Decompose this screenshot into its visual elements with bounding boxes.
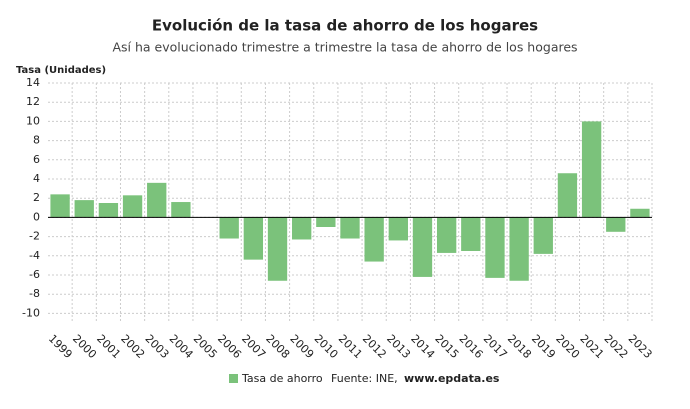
x-tick-label: 2013 — [384, 332, 413, 361]
bar — [509, 217, 529, 281]
x-tick-label: 2011 — [336, 332, 365, 361]
bar — [485, 217, 505, 278]
x-tick-label: 2006 — [215, 332, 244, 361]
y-tick-label: 10 — [26, 114, 40, 127]
x-tick-label: 2015 — [432, 332, 461, 361]
x-tick-label: 2017 — [481, 332, 510, 361]
y-tick-label: -2 — [29, 230, 40, 243]
y-tick-label: 4 — [33, 172, 40, 185]
legend-label: Tasa de ahorro — [241, 372, 323, 385]
y-tick-label: 12 — [26, 95, 40, 108]
x-tick-label: 2004 — [167, 332, 196, 361]
bar — [243, 217, 264, 260]
bar — [340, 217, 360, 239]
bar — [581, 121, 602, 218]
x-tick-label: 2018 — [505, 332, 534, 361]
y-tick-label: 8 — [33, 134, 40, 147]
y-axis-label: Tasa (Unidades) — [16, 65, 106, 76]
y-tick-label: -6 — [29, 268, 40, 281]
source: Fuente: INE, — [331, 372, 398, 385]
x-tick-label: 2022 — [602, 332, 631, 361]
bar — [630, 208, 650, 218]
bar — [606, 217, 626, 232]
x-tick-label: 2023 — [626, 332, 655, 361]
x-tick-label: 2012 — [360, 332, 389, 361]
bar — [219, 217, 239, 239]
x-tick-label: 2009 — [287, 332, 316, 361]
chart-subtitle: Así ha evolucionado trimestre a trimestr… — [112, 40, 577, 55]
x-tick-label: 2000 — [70, 332, 99, 361]
x-tick-label: 2010 — [312, 332, 341, 361]
bar — [122, 195, 143, 218]
bar — [147, 182, 167, 218]
x-tick-label: 2003 — [142, 332, 171, 361]
bar — [461, 217, 481, 251]
y-tick-label: 14 — [26, 76, 40, 89]
x-tick-label: 2001 — [94, 332, 123, 361]
x-tick-label: 1999 — [46, 332, 75, 361]
y-tick-label: 6 — [33, 153, 40, 166]
y-tick-label: -4 — [29, 249, 40, 262]
bar — [533, 217, 553, 254]
x-tick-label: 2002 — [118, 332, 147, 361]
bar — [557, 173, 578, 218]
bar — [412, 217, 433, 277]
bar — [292, 217, 312, 240]
bar — [171, 202, 191, 218]
x-tick-label: 2016 — [457, 332, 486, 361]
legend-swatch — [229, 374, 238, 383]
bar — [364, 217, 384, 262]
x-tick-label: 2008 — [263, 332, 292, 361]
source-link: www.epdata.es — [404, 372, 500, 385]
bar — [267, 217, 288, 281]
bar — [50, 194, 70, 218]
chart-title: Evolución de la tasa de ahorro de los ho… — [152, 17, 538, 35]
bar — [74, 200, 94, 218]
x-tick-label: 2007 — [239, 332, 268, 361]
bar — [316, 217, 336, 227]
bar — [98, 203, 119, 218]
bar — [436, 217, 457, 253]
y-tick-label: 0 — [33, 210, 40, 223]
y-tick-label: 2 — [33, 191, 40, 204]
bar — [388, 217, 408, 241]
x-tick-label: 2019 — [529, 332, 558, 361]
x-tick-label: 2021 — [577, 332, 606, 361]
x-tick-label: 2014 — [408, 332, 437, 361]
y-tick-label: -10 — [22, 306, 40, 319]
y-tick-label: -8 — [29, 287, 40, 300]
x-tick-label: 2005 — [191, 332, 220, 361]
x-tick-label: 2020 — [553, 332, 582, 361]
